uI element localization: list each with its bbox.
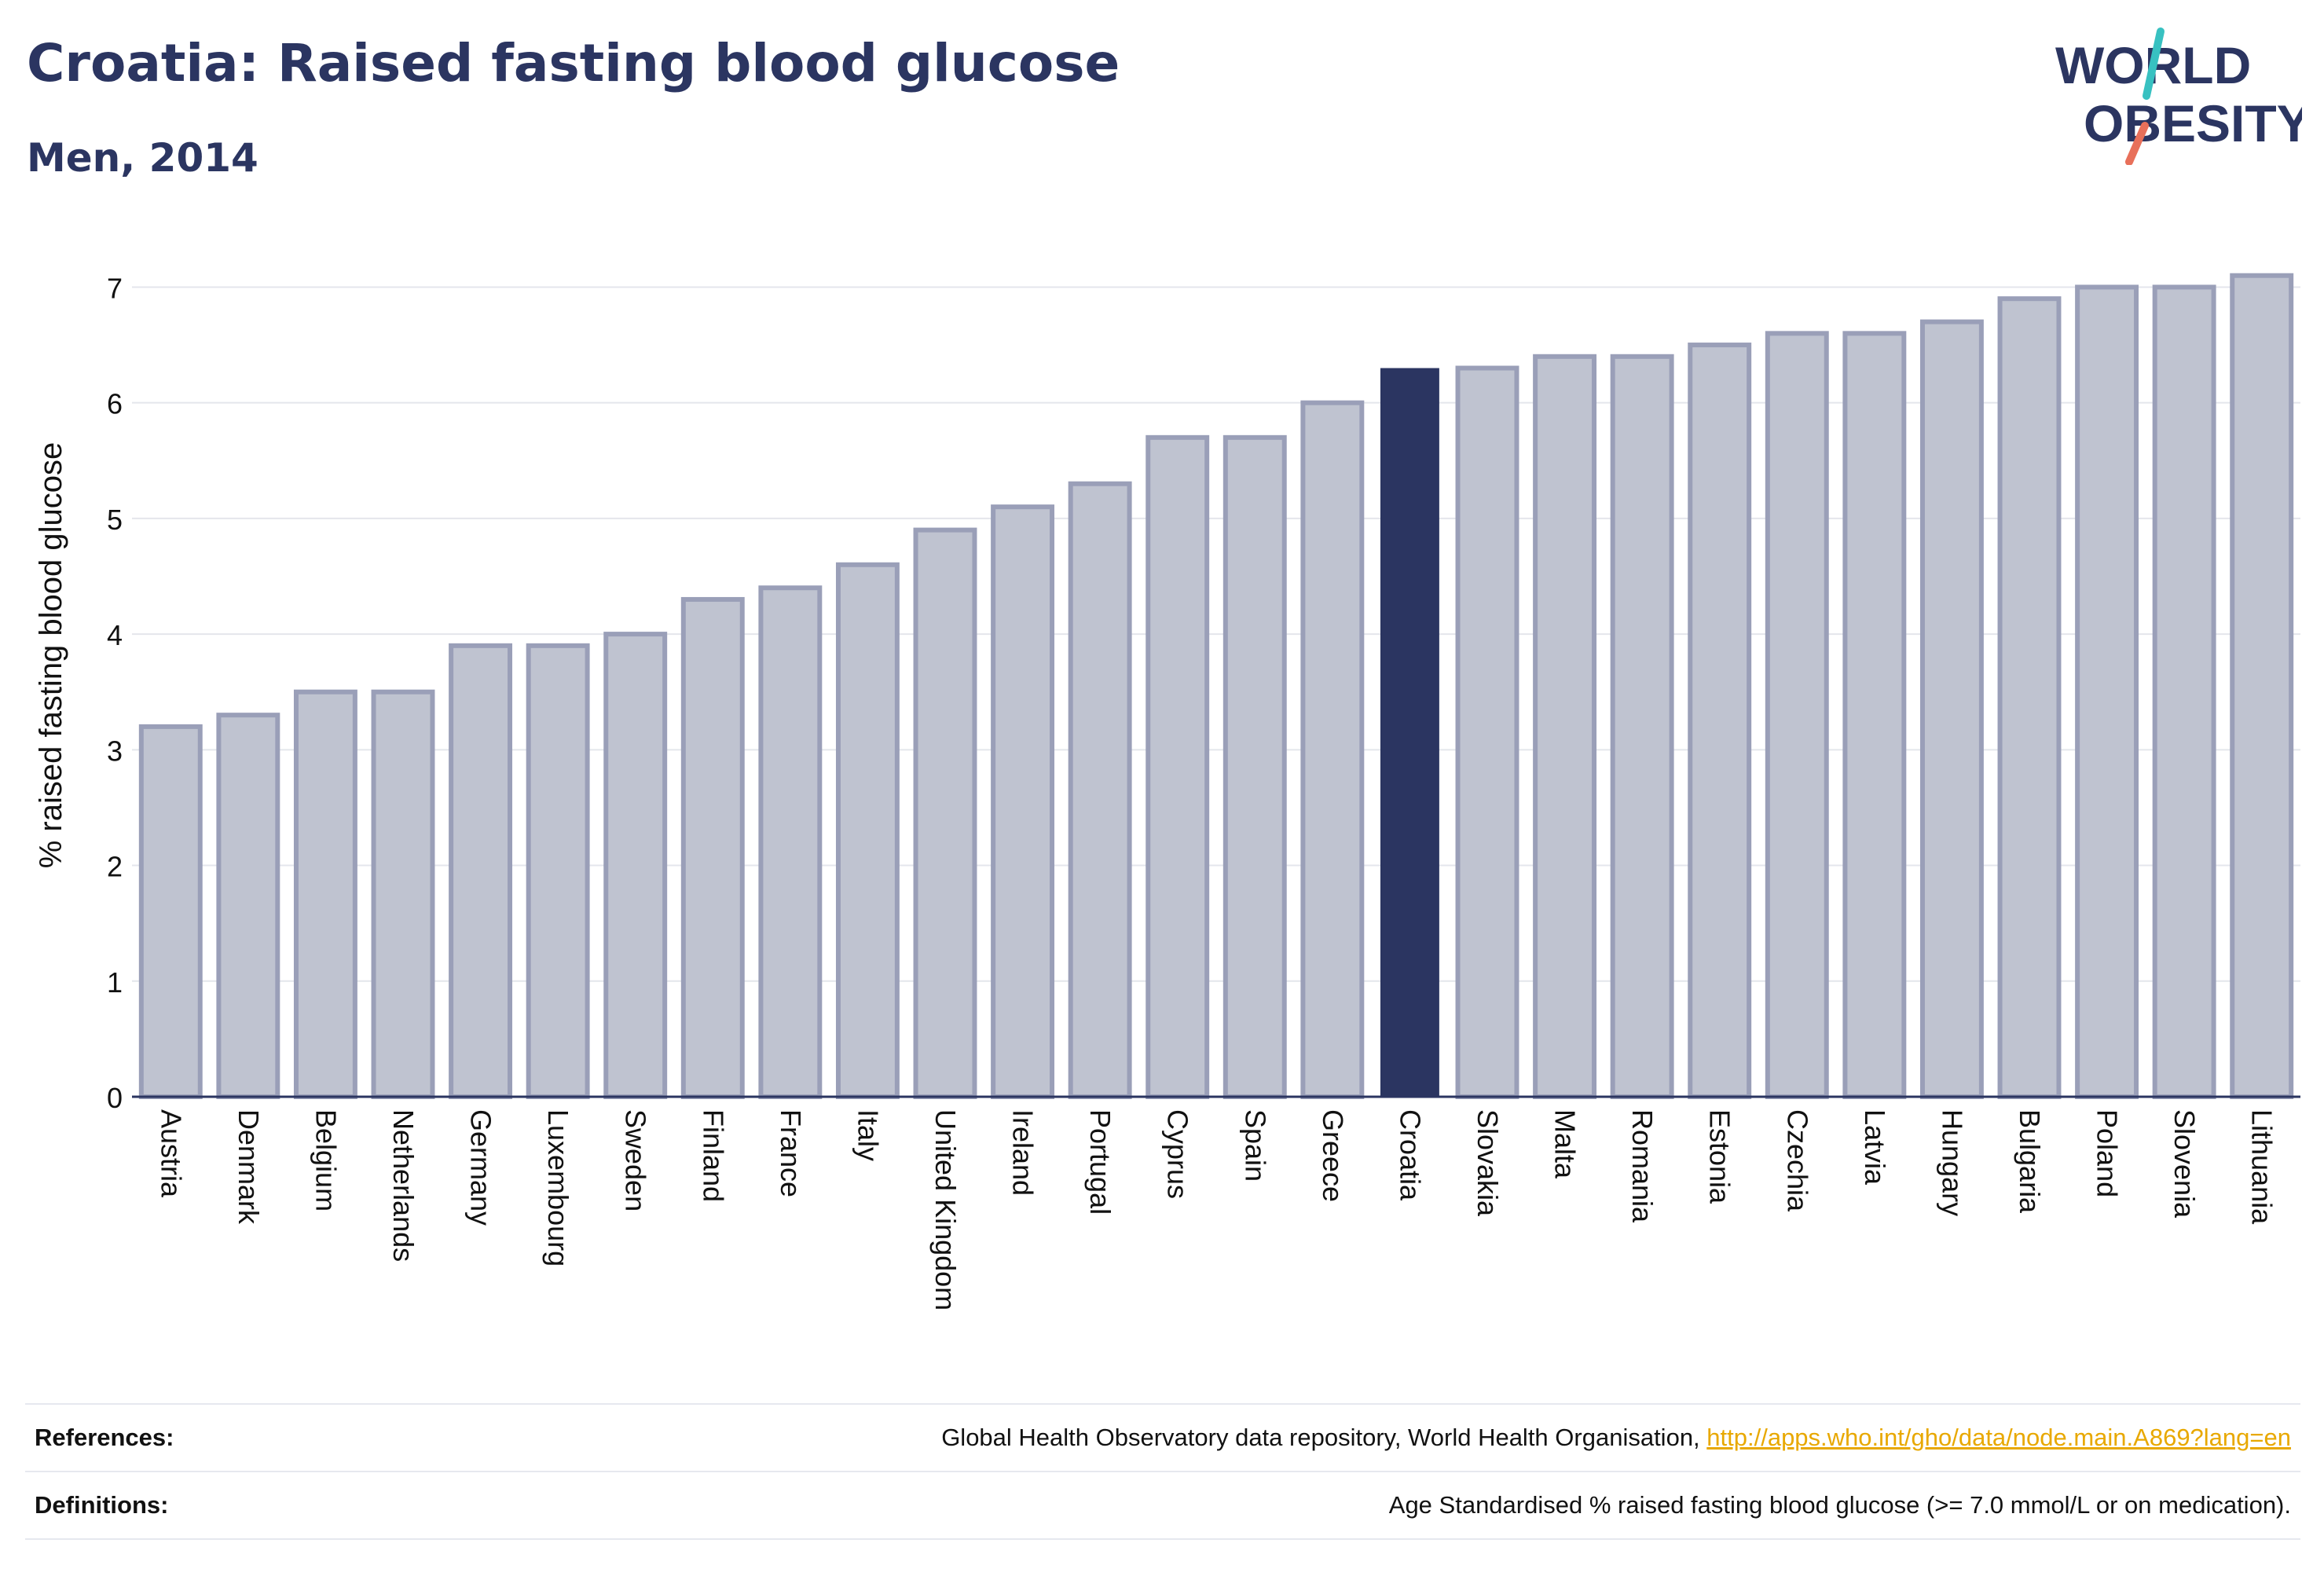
- bar-cyprus: [1146, 434, 1210, 1099]
- bar-greece: [1300, 400, 1365, 1099]
- x-tick-label: Bulgaria: [2014, 1109, 2046, 1214]
- x-tick-label: Czechia: [1781, 1109, 1813, 1212]
- x-tick-label: Denmark: [233, 1109, 265, 1225]
- bar-ireland: [991, 504, 1055, 1099]
- definitions-text: Age Standardised % raised fasting blood …: [1388, 1491, 2291, 1519]
- y-tick-label: 4: [107, 619, 123, 651]
- x-tick-label: Spain: [1239, 1109, 1271, 1182]
- bar-italy: [835, 562, 900, 1099]
- definitions-label: Definitions:: [35, 1491, 169, 1519]
- bar-estonia: [1688, 343, 1752, 1099]
- x-tick-label: Sweden: [620, 1109, 652, 1211]
- bar-austria: [138, 724, 203, 1100]
- x-tick-label: Germany: [465, 1109, 497, 1226]
- bar-poland: [2075, 284, 2139, 1099]
- y-tick-label: 2: [107, 851, 123, 883]
- references-link[interactable]: http://apps.who.int/gho/data/node.main.A…: [1706, 1424, 2291, 1451]
- references-text: Global Health Observatory data repositor…: [941, 1424, 1707, 1451]
- x-tick-label: Lithuania: [2246, 1109, 2278, 1225]
- bar-romania: [1610, 354, 1674, 1099]
- bar-belgium: [293, 689, 357, 1099]
- bar-lithuania: [2230, 273, 2294, 1100]
- page-subtitle: Men, 2014: [27, 135, 258, 181]
- y-tick-label: 3: [107, 735, 123, 767]
- x-tick-label: Slovenia: [2168, 1109, 2201, 1219]
- bar-layer: [138, 273, 2294, 1100]
- bar-bulgaria: [1997, 296, 2062, 1099]
- y-tick-label: 6: [107, 388, 123, 420]
- footer: References: Global Health Observatory da…: [25, 1403, 2300, 1540]
- axis-layer: 0 1 2 3 4 5 6 7 Austria Denmark Belgium Netherlands…: [107, 272, 2300, 1310]
- logo-slash-teal: [2143, 27, 2165, 100]
- x-tick-label: Belgium: [310, 1109, 342, 1211]
- y-tick-label: 1: [107, 966, 123, 999]
- x-tick-label: Austria: [155, 1109, 187, 1198]
- x-tick-label: Hungary: [1936, 1109, 1968, 1216]
- bar-germany: [449, 643, 513, 1099]
- world-obesity-logo: WORLD OBESITY: [2055, 27, 2302, 165]
- references-label: References:: [35, 1424, 174, 1451]
- bar-malta: [1533, 354, 1597, 1099]
- bar-luxembourg: [526, 643, 590, 1099]
- definitions-row: Definitions: Age Standardised % raised f…: [25, 1471, 2300, 1540]
- y-axis-label: % raised fasting blood glucose: [34, 442, 68, 869]
- bar-slovakia: [1455, 365, 1519, 1099]
- y-tick-label: 7: [107, 272, 123, 304]
- x-tick-label: Finland: [697, 1109, 729, 1202]
- x-tick-label: Luxembourg: [542, 1109, 574, 1266]
- page-title: Croatia: Raised fasting blood glucose: [27, 33, 1120, 93]
- x-tick-label: Malta: [1549, 1109, 1582, 1179]
- x-tick-label: Ireland: [1007, 1109, 1039, 1196]
- bar-chart: 0 1 2 3 4 5 6 7 Austria Denmark Belgium Netherlands…: [34, 272, 2300, 1310]
- bar-netherlands: [371, 689, 435, 1099]
- x-tick-label: Croatia: [1394, 1109, 1426, 1201]
- x-tick-label: Poland: [2091, 1109, 2124, 1197]
- references-row: References: Global Health Observatory da…: [25, 1403, 2300, 1471]
- x-tick-label: Estonia: [1704, 1109, 1736, 1204]
- bar-portugal: [1068, 481, 1132, 1099]
- bar-czechia: [1765, 331, 1829, 1100]
- bar-sweden: [603, 632, 668, 1099]
- bar-finland: [680, 596, 745, 1099]
- bar-denmark: [216, 713, 280, 1100]
- bar-latvia: [1842, 331, 1907, 1100]
- x-tick-label: Latvia: [1859, 1109, 1891, 1186]
- x-tick-label: Italy: [852, 1109, 884, 1161]
- x-tick-label: United Kingdom: [929, 1109, 962, 1310]
- references-value: Global Health Observatory data repositor…: [941, 1424, 2300, 1452]
- bar-hungary: [1919, 319, 1984, 1100]
- bar-slovenia: [2152, 284, 2216, 1099]
- bar-united-kingdom: [913, 527, 977, 1099]
- bar-croatia: [1380, 368, 1439, 1097]
- x-tick-label: Greece: [1317, 1109, 1349, 1202]
- bar-spain: [1222, 434, 1287, 1099]
- bar-france: [758, 585, 823, 1099]
- x-tick-label: Cyprus: [1162, 1109, 1194, 1199]
- logo-line2: OBESITY: [2084, 94, 2302, 152]
- x-tick-label: Netherlands: [387, 1109, 420, 1262]
- y-tick-label: 5: [107, 504, 123, 536]
- y-tick-label: 0: [107, 1082, 123, 1114]
- x-tick-label: Portugal: [1084, 1109, 1116, 1215]
- logo-slash-coral: [2125, 122, 2149, 165]
- x-tick-label: Romania: [1626, 1109, 1659, 1223]
- x-tick-label: Slovakia: [1472, 1109, 1504, 1217]
- x-tick-label: France: [775, 1109, 807, 1197]
